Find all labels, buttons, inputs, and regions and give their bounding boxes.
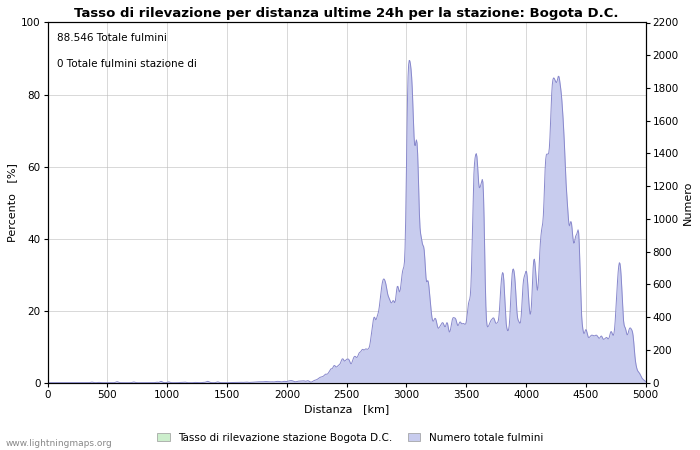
Legend: Tasso di rilevazione stazione Bogota D.C., Numero totale fulmini: Tasso di rilevazione stazione Bogota D.C… (157, 432, 543, 442)
Y-axis label: Numero: Numero (683, 180, 693, 225)
X-axis label: Distanza   [km]: Distanza [km] (304, 404, 389, 414)
Y-axis label: Percento   [%]: Percento [%] (7, 163, 17, 242)
Text: 88.546 Totale fulmini: 88.546 Totale fulmini (57, 33, 167, 43)
Title: Tasso di rilevazione per distanza ultime 24h per la stazione: Bogota D.C.: Tasso di rilevazione per distanza ultime… (74, 7, 619, 20)
Text: www.lightningmaps.org: www.lightningmaps.org (6, 439, 112, 448)
Text: 0 Totale fulmini stazione di: 0 Totale fulmini stazione di (57, 58, 197, 68)
